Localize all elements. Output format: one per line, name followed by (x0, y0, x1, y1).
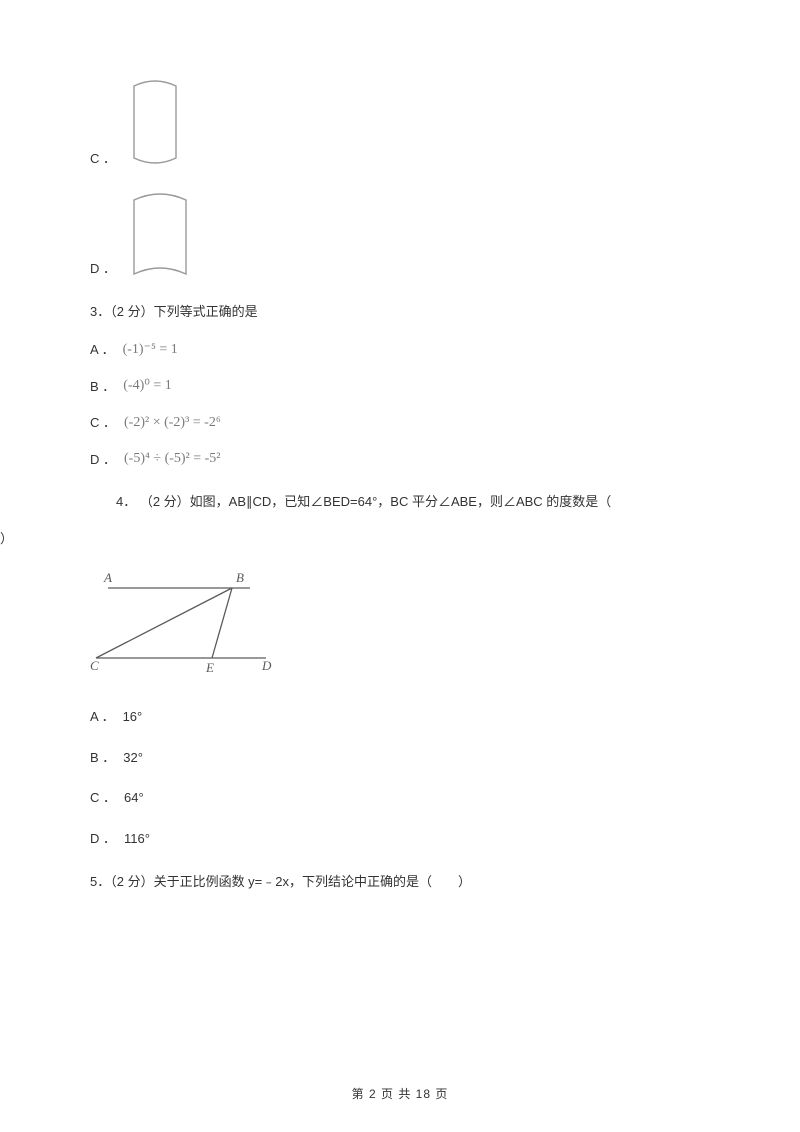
q4-option-b: B ． 32° (90, 748, 710, 769)
q4-stem-tail: ） (0, 529, 710, 550)
option-label: A ． (90, 707, 115, 728)
math-expression: (-4)⁰ = 1 (123, 375, 172, 397)
q4-option-d: D ． 116° (90, 829, 710, 850)
math-expression: (-5)⁴ ÷ (-5)² = -5² (124, 448, 221, 470)
option-label: C ． (90, 413, 116, 434)
option-label: B ． (90, 377, 115, 398)
vertex-label-b: B (236, 570, 244, 585)
q5-stem: 5．（2 分）关于正比例函数 y=﹣2x，下列结论中正确的是（ ） (90, 872, 710, 893)
option-label: A ． (90, 340, 115, 361)
math-expression: (-1)⁻⁵ = 1 (123, 339, 178, 361)
math-expression: (-2)² × (-2)³ = -2⁶ (124, 412, 221, 434)
q3-option-d: D ． (-5)⁴ ÷ (-5)² = -5² (90, 448, 710, 470)
option-label: D ． (90, 259, 116, 280)
option-value: 32° (123, 748, 143, 769)
vertex-label-c: C (90, 658, 99, 673)
q4-diagram: A B C E D (90, 568, 710, 685)
shape-c-icon (124, 74, 186, 170)
q2-option-c: C ． (90, 74, 710, 170)
shape-d-icon (124, 184, 196, 280)
q4-option-a: A ． 16° (90, 707, 710, 728)
q4-option-c: C ． 64° (90, 788, 710, 809)
vertex-label-e: E (205, 660, 214, 675)
option-label: C ． (90, 788, 116, 809)
option-label: D ． (90, 450, 116, 471)
option-label: C ． (90, 149, 116, 170)
q3-stem: 3．（2 分）下列等式正确的是 (90, 302, 710, 323)
option-value: 16° (123, 707, 143, 728)
page-footer: 第 2 页 共 18 页 (0, 1085, 800, 1102)
q3-option-a: A ． (-1)⁻⁵ = 1 (90, 339, 710, 361)
option-value: 64° (124, 788, 144, 809)
q3-option-c: C ． (-2)² × (-2)³ = -2⁶ (90, 412, 710, 434)
vertex-label-a: A (103, 570, 112, 585)
option-label: D ． (90, 829, 116, 850)
page-content: C ． D ． 3．（2 分）下列等式正确的是 A ． (-1)⁻⁵ = 1 B… (0, 0, 800, 949)
q4-stem-main: 4． （2 分）如图，AB∥CD，已知∠BED=64°，BC 平分∠ABE，则∠… (90, 492, 710, 513)
q2-option-d: D ． (90, 184, 710, 280)
vertex-label-d: D (261, 658, 272, 673)
q3-option-b: B ． (-4)⁰ = 1 (90, 375, 710, 397)
option-value: 116° (124, 829, 150, 850)
option-label: B ． (90, 748, 115, 769)
